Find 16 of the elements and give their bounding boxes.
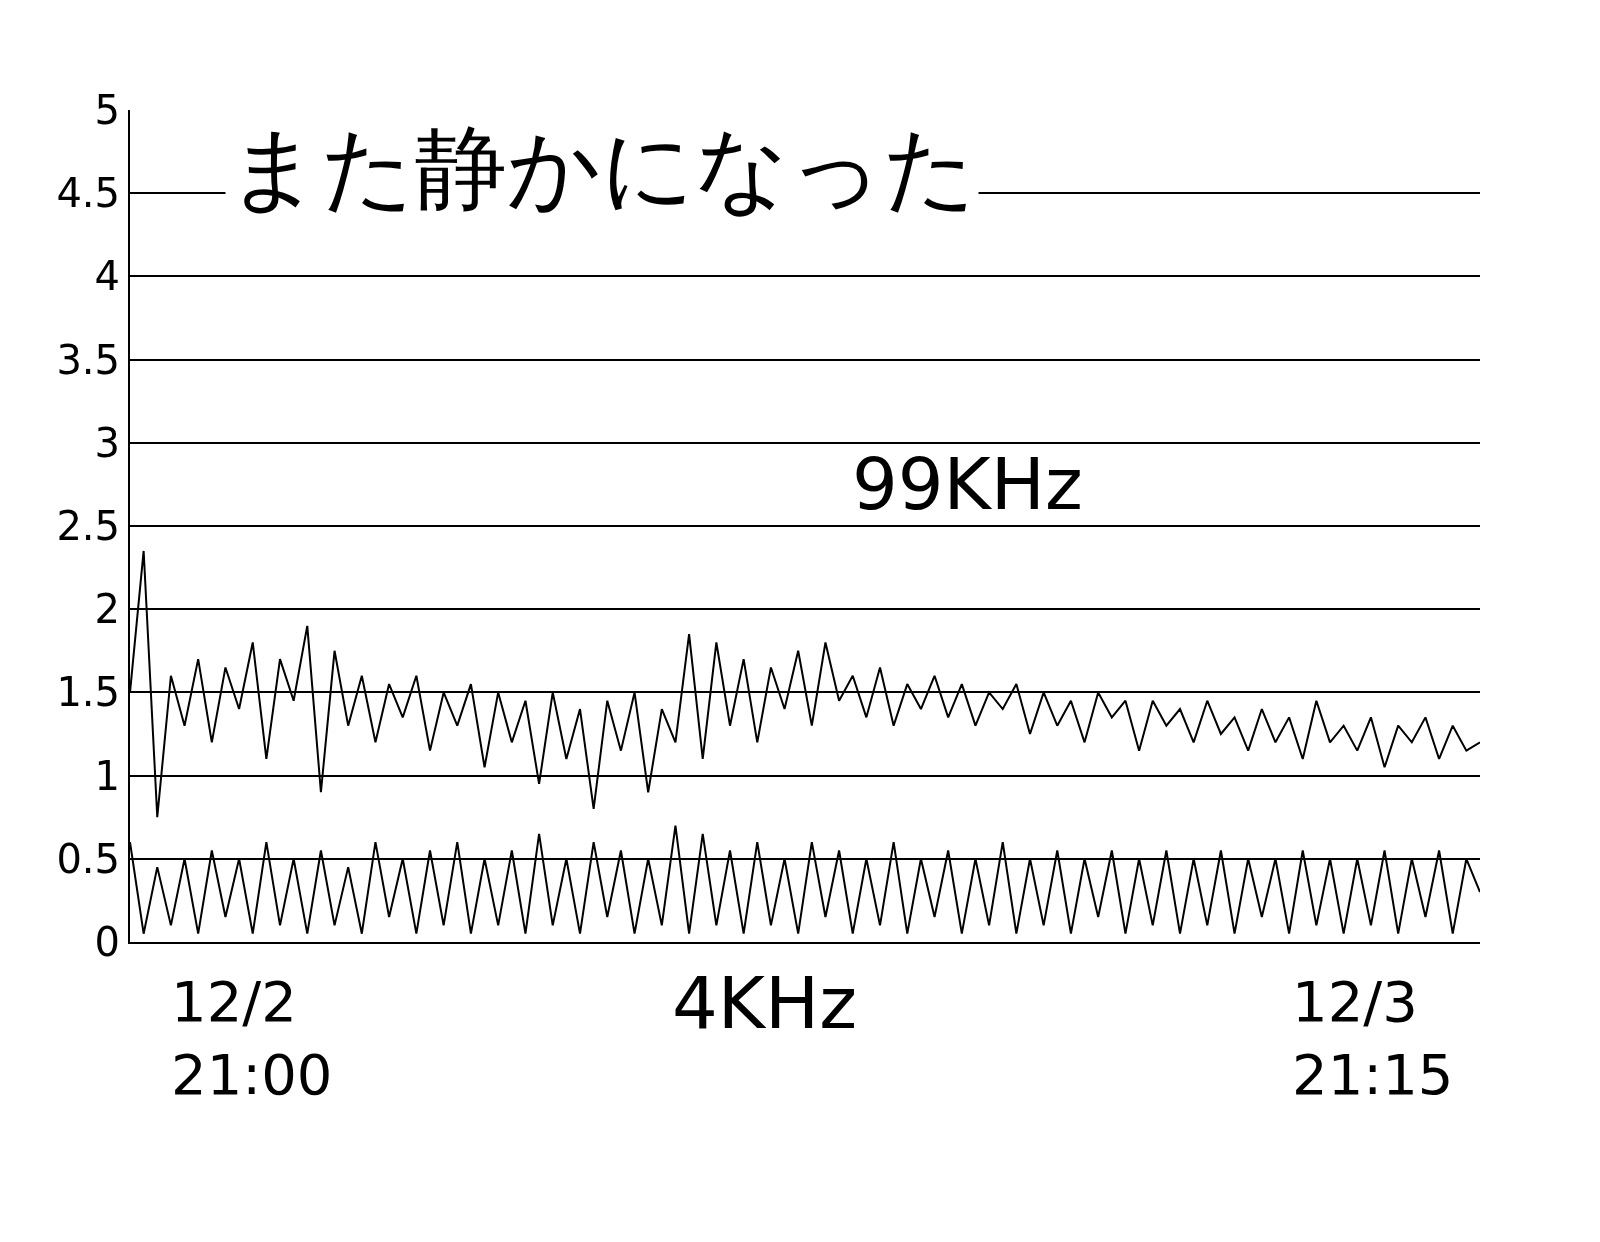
series-label: 4KHz bbox=[672, 961, 857, 1045]
chart-title: また静かになった bbox=[227, 115, 977, 222]
y-tick-label: 3.5 bbox=[56, 336, 120, 383]
text: 12/3 21:15 bbox=[1292, 969, 1454, 1107]
y-tick-label: 2.5 bbox=[56, 503, 120, 549]
y-tick-label: 2 bbox=[94, 586, 120, 633]
y-tick-label: 0 bbox=[94, 919, 120, 965]
y-tick-label: 1.5 bbox=[56, 669, 120, 716]
y-tick-label: 4 bbox=[94, 253, 120, 300]
y-tick-label: 1 bbox=[94, 752, 120, 799]
y-tick-label: 4.5 bbox=[56, 170, 120, 217]
y-tick-label: 0.5 bbox=[56, 835, 120, 882]
y-tick-label: 3 bbox=[94, 419, 120, 466]
text: 12/2 21:00 bbox=[171, 969, 333, 1107]
y-tick-label: 5 bbox=[94, 87, 120, 133]
series-label: 99KHz bbox=[852, 442, 1083, 526]
